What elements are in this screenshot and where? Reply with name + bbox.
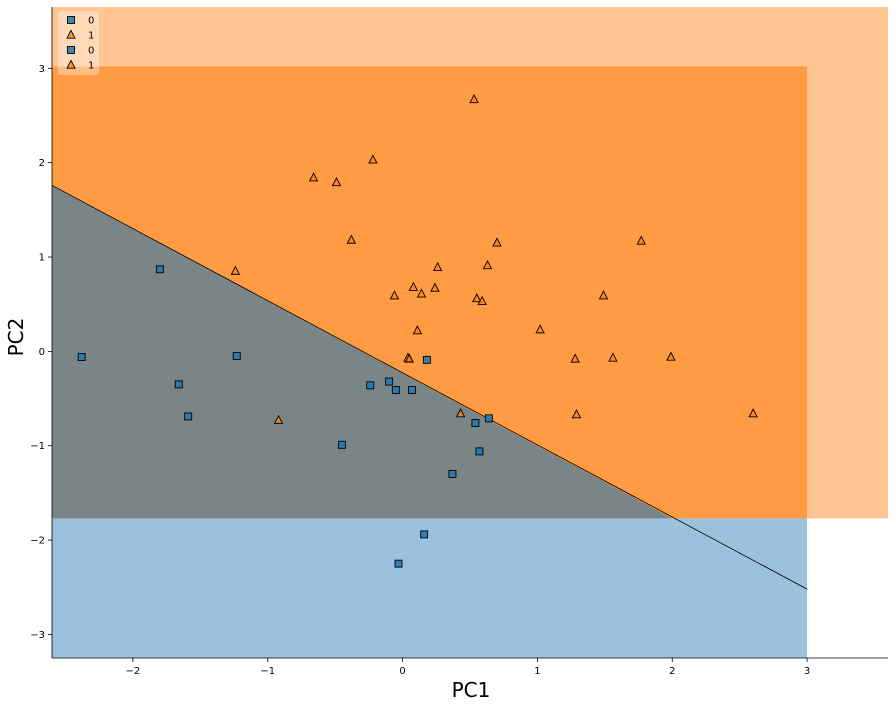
data-points [77,93,758,568]
x-tick-label: 2 [669,666,675,677]
legend-square-marker [67,46,75,54]
point-class-0 [337,440,346,449]
point-class-0 [394,559,403,568]
point-class-0 [408,386,416,395]
legend-label: 1 [88,31,94,42]
legend-triangle-marker [66,29,76,39]
point-class-1 [570,353,580,363]
point-class-1 [430,282,440,292]
point-class-0 [174,380,183,389]
y-axis-label: PC2 [4,318,28,357]
x-axis-label: PC1 [452,678,491,702]
y-tick-label: −2 [30,536,45,547]
point-class-0 [155,265,164,274]
point-class-0 [420,530,429,539]
point-class-1 [416,288,427,298]
point-class-0 [475,447,484,456]
decision-boundary-line [51,184,808,590]
y-tick-label: −1 [30,441,45,452]
point-class-1 [535,324,545,334]
point-class-1 [273,414,284,424]
point-class-1 [308,172,319,182]
point-class-1 [389,290,400,300]
region-3 [52,185,673,519]
point-class-1 [455,408,466,418]
point-class-0 [232,352,241,361]
point-class-1 [368,154,378,164]
point-class-1 [571,409,582,419]
x-ticks: −2 −1 0 1 2 3 [126,658,810,677]
legend-triangle-marker [66,59,76,69]
y-tick-label: 2 [39,158,45,169]
point-class-1 [492,237,502,247]
legend-square-marker [67,16,75,24]
legend-box [58,11,99,75]
point-class-1 [477,295,487,306]
point-class-1 [482,260,493,270]
x-tick-label: 3 [804,666,810,677]
decision-regions [52,7,888,658]
x-tick-label: −1 [260,666,275,677]
point-class-1 [608,352,618,362]
y-ticks: −3 −2 −1 0 1 2 3 [30,64,52,641]
point-class-0 [366,381,375,390]
axes: −2 −1 0 1 2 3 −3 −2 −1 0 1 2 3 [30,7,888,677]
point-class-0 [391,386,400,395]
x-tick-label: 0 [399,666,405,677]
y-tick-label: 3 [39,64,45,75]
legend-label: 1 [88,61,94,72]
point-class-0 [484,414,493,423]
point-class-0 [184,412,193,421]
y-tick-label: −3 [30,630,45,641]
point-class-1 [408,281,419,291]
legend-label: 0 [88,46,94,57]
point-class-1 [598,290,609,300]
point-class-1 [472,293,482,303]
point-class-1 [636,235,646,245]
point-class-0 [422,355,431,364]
point-class-1 [346,234,357,244]
point-class-0 [385,377,394,386]
point-class-0 [77,353,86,361]
point-class-0 [448,470,457,478]
point-class-1 [469,93,479,104]
point-class-1 [404,353,415,363]
legend: 0 1 0 1 [58,11,99,75]
x-tick-label: 1 [534,666,540,677]
legend-label: 0 [88,16,94,27]
x-tick-label: −2 [126,666,141,677]
y-tick-label: 0 [39,347,45,358]
point-class-1 [230,265,241,275]
region-1 [52,518,808,658]
point-class-1 [412,325,423,335]
point-class-0 [471,419,480,428]
y-tick-label: 1 [39,253,45,264]
point-class-1 [432,261,443,272]
point-class-1 [748,408,758,418]
decision-boundary-layer [51,184,808,590]
point-class-1 [666,351,676,361]
point-class-1 [331,177,342,187]
